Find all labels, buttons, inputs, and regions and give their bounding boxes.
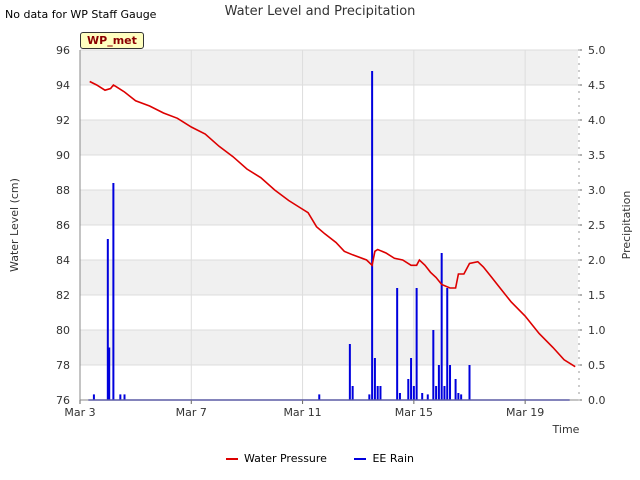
background-band	[80, 50, 578, 85]
legend-item-ee-rain: EE Rain	[354, 452, 414, 465]
y-tick-label: 88	[56, 184, 70, 197]
no-data-note: No data for WP Staff Gauge	[5, 8, 157, 21]
legend: Water Pressure EE Rain	[0, 452, 640, 465]
x-axis-label: Time	[552, 423, 580, 436]
y2-tick-label: 5.0	[588, 44, 606, 57]
site-tag: WP_met	[80, 32, 144, 49]
y2-tick-label: 1.0	[588, 324, 606, 337]
water-pressure-line	[89, 80, 576, 368]
y2-tick-label: 0.0	[588, 394, 606, 407]
axes	[79, 49, 582, 404]
legend-label-ee-rain: EE Rain	[372, 452, 415, 465]
y2-tick-label: 3.0	[588, 184, 606, 197]
y-tick-label: 90	[56, 149, 70, 162]
background-band	[80, 330, 578, 365]
y-tick-label: 84	[56, 254, 70, 267]
x-tick-label: Mar 19	[506, 406, 544, 419]
y2-tick-label: 4.0	[588, 114, 606, 127]
background-band	[80, 120, 578, 155]
tick-labels: 76 78 80 82 84 86 88 90 92 94 96 Mar 3 Mar 7 Mar 11 Ma…	[56, 44, 606, 419]
legend-label-water-pressure: Water Pressure	[243, 452, 327, 465]
background-band	[80, 190, 578, 225]
y-tick-label: 80	[56, 324, 70, 337]
series-water-pressure	[89, 80, 576, 368]
y-tick-label: 82	[56, 289, 70, 302]
y-tick-label: 92	[56, 114, 70, 127]
y-tick-label: 86	[56, 219, 70, 232]
y-tick-label: 94	[56, 79, 70, 92]
y2-tick-label: 2.5	[588, 219, 606, 232]
y-axis-label: Water Level (cm)	[8, 178, 21, 272]
background-bands	[80, 50, 578, 365]
y-tick-label: 96	[56, 44, 70, 57]
x-tick-label: Mar 11	[283, 406, 321, 419]
y2-tick-label: 3.5	[588, 149, 606, 162]
y2-axis-label: Precipitation	[620, 191, 633, 260]
y-tick-label: 76	[56, 394, 70, 407]
y2-tick-label: 4.5	[588, 79, 606, 92]
x-tick-label: Mar 3	[64, 406, 95, 419]
y2-tick-label: 0.5	[588, 359, 606, 372]
y2-tick-label: 2.0	[588, 254, 606, 267]
legend-swatch-ee-rain	[354, 458, 367, 460]
x-tick-label: Mar 7	[176, 406, 207, 419]
y-tick-label: 78	[56, 359, 70, 372]
y2-tick-label: 1.5	[588, 289, 606, 302]
legend-swatch-water-pressure	[225, 458, 238, 460]
legend-item-water-pressure: Water Pressure	[225, 452, 327, 465]
background-band	[80, 260, 578, 295]
x-tick-label: Mar 15	[395, 406, 433, 419]
chart-title: Water Level and Precipitation	[224, 4, 416, 19]
